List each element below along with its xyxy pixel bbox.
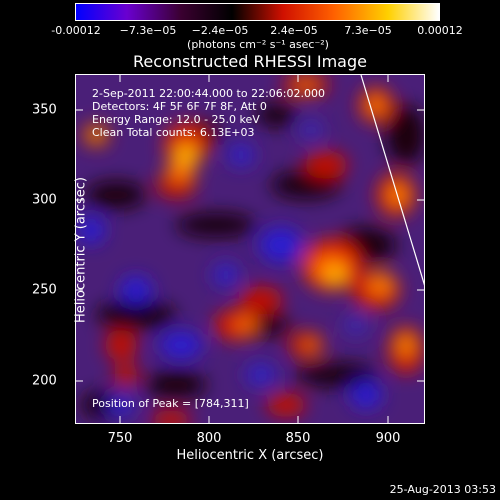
flux-blob: [236, 317, 256, 333]
flux-blob: [304, 151, 348, 179]
flux-blob: [256, 103, 296, 127]
flux-blob: [212, 263, 240, 287]
flux-blob: [114, 363, 138, 387]
flux-blob: [120, 276, 152, 304]
flux-blob: [299, 120, 323, 140]
x-tick-800: 800: [196, 431, 222, 446]
y-axis-label: Heliocentric Y (arcsec): [73, 177, 89, 323]
flux-blob: [151, 410, 191, 423]
x-axis-label: Heliocentric X (arcsec): [176, 448, 324, 463]
flux-blob: [159, 331, 203, 359]
flux-blob: [86, 181, 146, 209]
info-time-range: 2-Sep-2011 22:00:44.000 to 22:06:02.000: [92, 87, 325, 100]
flux-map: [76, 75, 424, 423]
flux-blob: [245, 363, 277, 387]
flux-blob: [239, 286, 283, 314]
info-energy-range: Energy Range: 12.0 - 25.0 keV: [92, 113, 260, 126]
flux-blob: [266, 393, 306, 417]
colorbar-label-min: -0.00012: [51, 24, 101, 37]
x-tick-900: 900: [375, 431, 401, 446]
flux-blob: [386, 105, 424, 165]
colorbar-units: (photons cm⁻² s⁻¹ asec⁻²): [187, 38, 329, 51]
y-tick-350: 350: [32, 102, 57, 118]
flux-blob: [96, 301, 176, 329]
flux-blob: [259, 227, 303, 263]
info-clean-counts: Clean Total counts: 6.13E+03: [92, 126, 255, 139]
colorbar-label-max: 0.00012: [417, 24, 463, 37]
y-tick-250: 250: [32, 282, 57, 298]
y-tick-300: 300: [32, 192, 57, 208]
flux-blob: [105, 329, 137, 361]
image-title: Reconstructed RHESSI Image: [133, 52, 367, 71]
flux-blob: [107, 393, 135, 417]
colorbar: [75, 3, 440, 21]
flux-blob: [303, 339, 319, 351]
flux-blob: [369, 275, 393, 295]
flux-blob: [328, 267, 344, 283]
colorbar-label-3: −2.4e−05: [191, 24, 249, 37]
flux-blob: [90, 129, 102, 141]
flux-blob: [388, 183, 408, 207]
info-detectors: Detectors: 4F 5F 6F 7F 8F, Att 0: [92, 100, 267, 113]
info-peak-position: Position of Peak = [784,311]: [92, 397, 249, 410]
colorbar-label-2: −7.3e−05: [119, 24, 177, 37]
reconstructed-image-map: 2-Sep-2011 22:00:44.000 to 22:06:02.000 …: [75, 74, 425, 424]
x-tick-750: 750: [107, 431, 133, 446]
x-tick-850: 850: [285, 431, 311, 446]
flux-blob: [77, 216, 105, 244]
flux-blob: [398, 335, 414, 355]
flux-blob: [350, 381, 382, 409]
flux-blob: [296, 79, 316, 91]
flux-blob: [227, 143, 255, 167]
flux-blob: [146, 371, 206, 399]
solar-limb-line: [360, 75, 424, 286]
flux-blob: [344, 315, 368, 335]
flux-blob: [296, 363, 376, 387]
colorbar-label-5: 7.3e−05: [344, 24, 392, 37]
flux-blob: [176, 213, 256, 237]
y-tick-200: 200: [32, 373, 57, 389]
colorbar-label-4: 2.4e−05: [270, 24, 318, 37]
flux-blob: [176, 145, 196, 165]
render-timestamp: 25-Aug-2013 03:53: [389, 483, 496, 496]
